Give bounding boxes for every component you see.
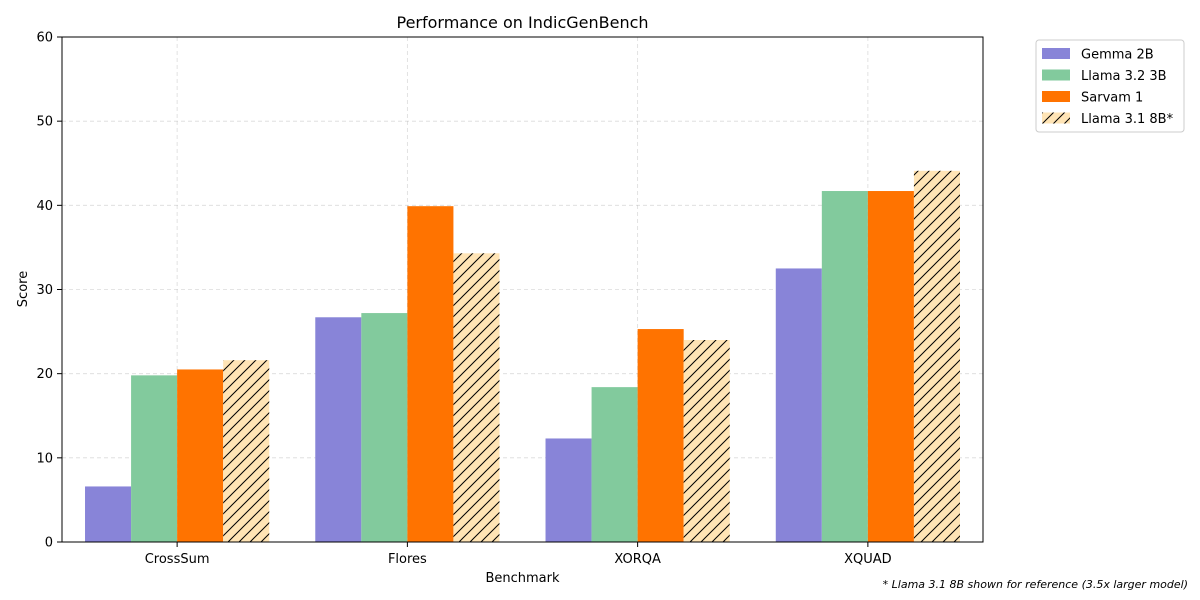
x-axis-label: Benchmark bbox=[485, 571, 560, 586]
bar-hatch bbox=[223, 360, 270, 542]
legend-swatch bbox=[1042, 48, 1070, 59]
bar bbox=[545, 438, 592, 542]
bar bbox=[315, 317, 362, 542]
bar-hatch bbox=[683, 340, 730, 542]
bar bbox=[407, 206, 454, 543]
y-tick-label: 0 bbox=[45, 536, 53, 551]
x-tick-label: CrossSum bbox=[145, 552, 210, 567]
footnote: * Llama 3.1 8B shown for reference (3.5x… bbox=[883, 578, 1188, 591]
legend-swatch bbox=[1042, 69, 1070, 81]
y-tick-label: 60 bbox=[36, 31, 53, 46]
bar bbox=[867, 191, 914, 542]
bar bbox=[591, 387, 638, 542]
bar bbox=[177, 369, 224, 542]
y-tick-label: 50 bbox=[36, 115, 53, 130]
bar bbox=[85, 486, 132, 542]
axes: 0 10 20 30 40 50 60 CrossSum Flores XORQA XQUAD bbox=[36, 31, 984, 567]
y-tick-label: 30 bbox=[36, 283, 53, 298]
x-tick-label: XORQA bbox=[614, 552, 661, 567]
y-tick-label: 40 bbox=[36, 199, 53, 214]
bar-hatch bbox=[453, 253, 500, 542]
legend-label: Gemma 2B bbox=[1081, 48, 1154, 63]
chart-title: Performance on IndicGenBench bbox=[396, 13, 648, 32]
legend-label: Llama 3.1 8B* bbox=[1081, 112, 1174, 127]
bars bbox=[85, 170, 960, 543]
legend-label: Llama 3.2 3B bbox=[1081, 69, 1167, 84]
x-tick-label: XQUAD bbox=[844, 552, 892, 567]
bar bbox=[821, 191, 868, 542]
x-tick-label: Flores bbox=[388, 552, 427, 567]
y-tick-label: 10 bbox=[36, 451, 53, 466]
y-axis-label: Score bbox=[16, 271, 31, 307]
plot-frame bbox=[61, 36, 984, 543]
legend-frame bbox=[1035, 39, 1185, 133]
y-tick-label: 20 bbox=[36, 367, 53, 382]
bar bbox=[637, 329, 684, 542]
legend-label: Sarvam 1 bbox=[1081, 91, 1143, 106]
bar bbox=[361, 313, 408, 542]
legend-swatch bbox=[1042, 91, 1070, 102]
legend-swatch-hatch bbox=[1042, 112, 1070, 124]
bar-hatch bbox=[913, 170, 960, 542]
bar bbox=[775, 268, 822, 542]
bar bbox=[131, 375, 178, 542]
legend: Gemma 2B Llama 3.2 3B Sarvam 1 Llama 3.1 8B… bbox=[1035, 39, 1185, 133]
